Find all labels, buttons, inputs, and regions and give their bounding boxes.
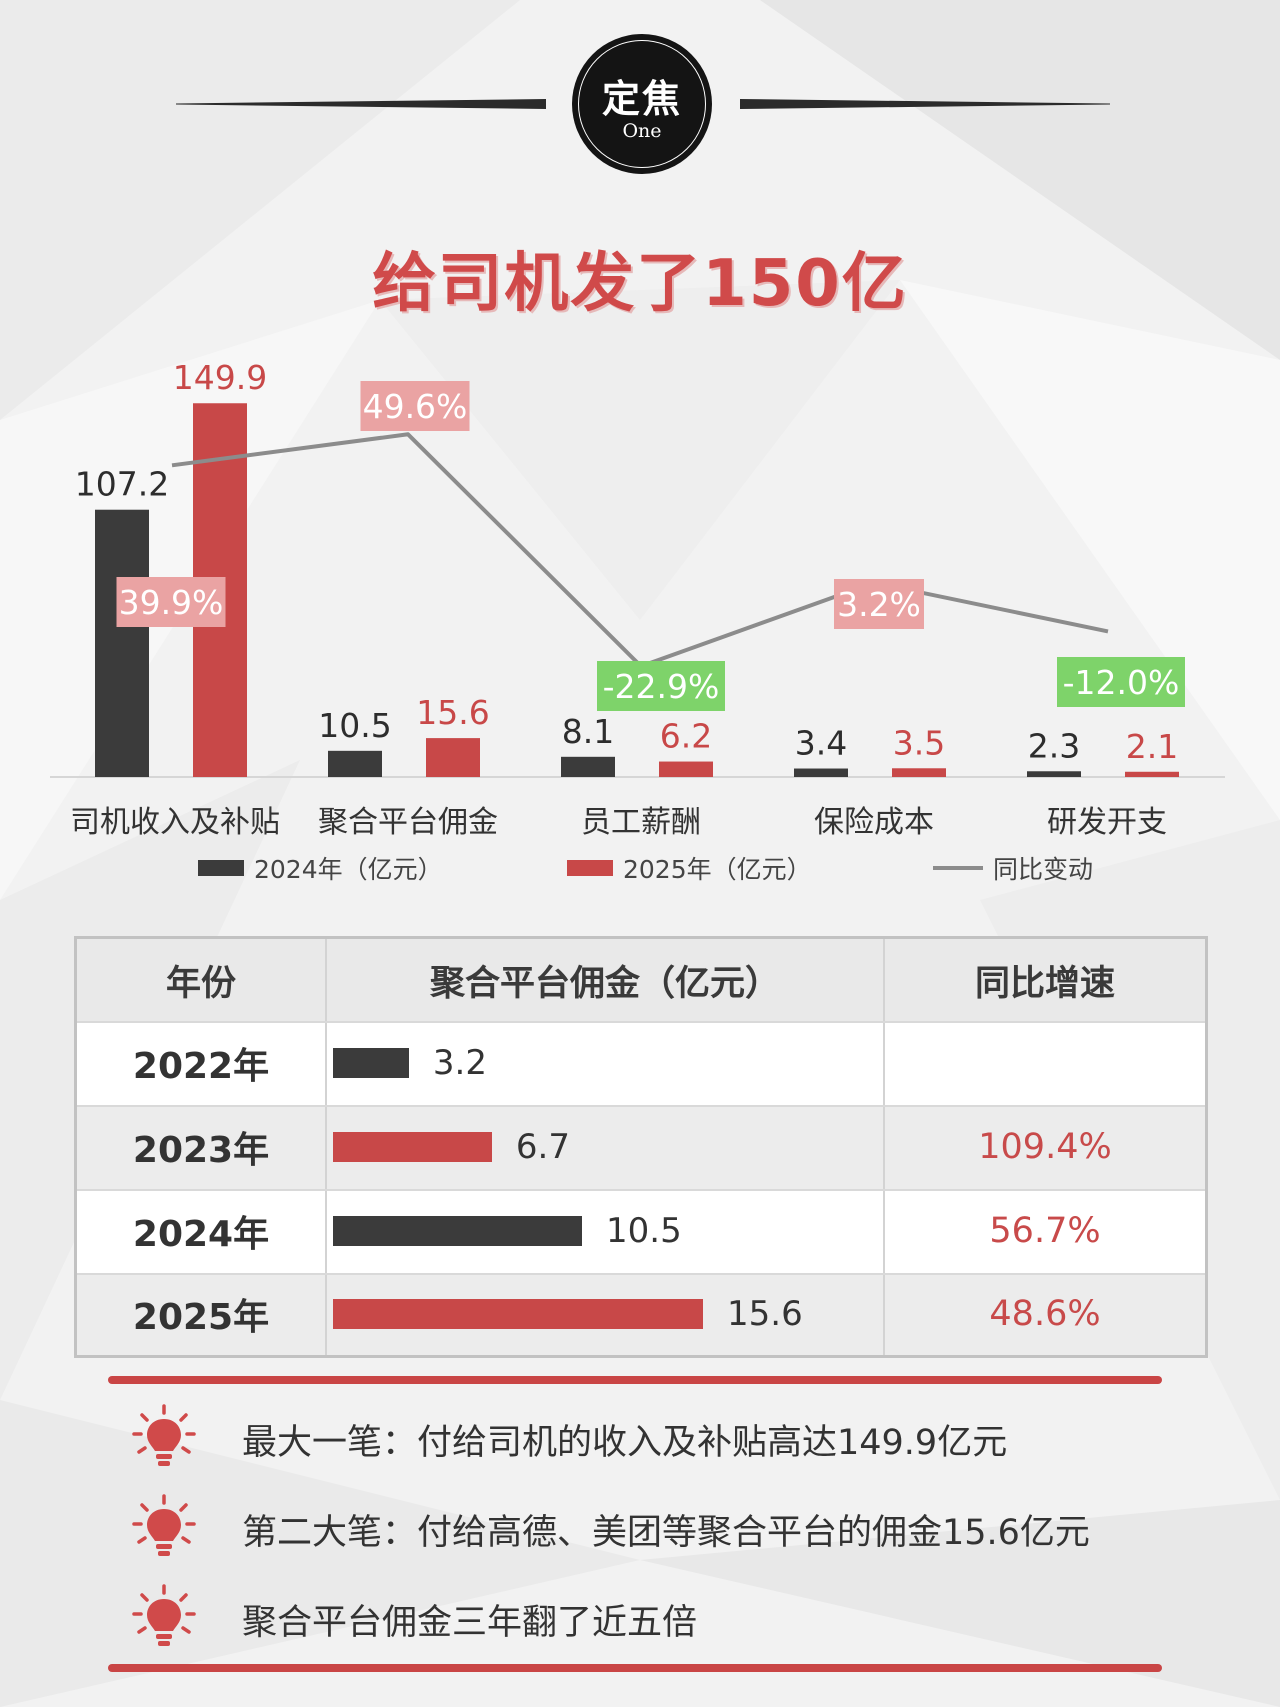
bar-2025	[892, 768, 946, 777]
bar-value-label: 3.5	[893, 723, 945, 762]
table-row-divider	[77, 1021, 1205, 1023]
table-row: 2022年 3.2	[77, 1021, 1205, 1105]
bar-2025	[659, 761, 713, 777]
page-title: 给司机发了150亿	[372, 247, 908, 321]
table-header-row: 年份 聚合平台佣金（亿元） 同比增速	[77, 939, 1205, 1021]
bar-value-label: 107.2	[75, 465, 169, 504]
badge-main-text: 定焦	[601, 77, 682, 121]
bar-value-label: 8.1	[562, 712, 614, 751]
legend-swatch-2024	[198, 860, 244, 876]
bar-2024	[561, 756, 615, 777]
header-growth: 同比增速	[885, 939, 1205, 1021]
yoy-label: -22.9%	[603, 667, 720, 706]
lightbulb-icon	[132, 1494, 196, 1556]
table-row-divider	[77, 1189, 1205, 1191]
expense-chart: 107.2 10.5 8.1 3.4 2.3 149.9 15.6 6.2 3.5 2.1 39.9…	[50, 358, 1225, 884]
table-row: 2025年 15.6 48.6%	[77, 1273, 1205, 1355]
bar-2024	[95, 509, 149, 777]
row-year: 2023年	[132, 1130, 270, 1171]
notes-top-brushstroke	[108, 1376, 1162, 1384]
row-year: 2024年	[132, 1214, 270, 1255]
yoy-label: 49.6%	[363, 387, 468, 426]
note-text: 最大一笔：付给司机的收入及补贴高达149.9亿元	[242, 1423, 1008, 1463]
yoy-label: 3.2%	[837, 585, 921, 624]
bar-2024	[1027, 771, 1081, 777]
row-bar	[333, 1048, 409, 1078]
row-value: 15.6	[727, 1294, 803, 1334]
legend-label-yoy: 同比变动	[993, 855, 1093, 884]
table-row: 2024年 10.5 56.7%	[77, 1189, 1205, 1273]
yoy-label: 39.9%	[119, 583, 224, 622]
row-bar	[333, 1132, 492, 1162]
row-value: 6.7	[515, 1127, 570, 1167]
row-year: 2022年	[132, 1046, 270, 1087]
header-commission-label: 聚合平台佣金（亿元）	[429, 963, 780, 1004]
note-text: 第二大笔：付给高德、美团等聚合平台的佣金15.6亿元	[242, 1513, 1090, 1553]
bar-2025	[426, 738, 480, 777]
row-growth: 109.4%	[978, 1127, 1112, 1167]
notes-bottom-brushstroke	[108, 1664, 1162, 1672]
yoy-label-box	[360, 381, 470, 431]
yoy-label: -12.0%	[1063, 663, 1180, 702]
bar-value-label: 10.5	[318, 706, 391, 745]
table-column-divider	[325, 939, 327, 1355]
row-value: 10.5	[606, 1211, 682, 1251]
legend-label-2025: 2025年（亿元）	[623, 855, 812, 884]
header-growth-label: 同比增速	[974, 963, 1115, 1004]
yoy-label-box	[834, 579, 924, 629]
row-year: 2025年	[132, 1297, 270, 1338]
note-item: 聚合平台佣金三年翻了近五倍	[128, 1582, 1228, 1654]
header-year: 年份	[77, 939, 325, 1021]
legend-swatch-2025	[567, 860, 613, 876]
bar-value-label: 2.3	[1028, 726, 1080, 765]
header-divider-right	[740, 99, 1110, 109]
row-bar	[333, 1216, 583, 1246]
category-tick-label: 员工薪酬	[581, 805, 701, 840]
category-tick-label: 保险成本	[814, 805, 934, 840]
header-year-label: 年份	[165, 963, 236, 1004]
bar-2025	[1125, 771, 1179, 777]
bar-value-label: 149.9	[173, 358, 267, 397]
yoy-label-box	[116, 577, 226, 627]
header-commission: 聚合平台佣金（亿元）	[327, 939, 883, 1021]
row-growth: 56.7%	[989, 1211, 1101, 1251]
brand-badge: 定焦 One	[572, 34, 712, 174]
table-column-divider	[883, 939, 885, 1355]
commission-table: 年份 聚合平台佣金（亿元） 同比增速 2022年 3.2 2023年 6.7 1…	[74, 936, 1208, 1358]
row-growth: 48.6%	[989, 1294, 1101, 1334]
table-row-divider	[77, 1273, 1205, 1275]
bar-2024	[328, 750, 382, 777]
note-text: 聚合平台佣金三年翻了近五倍	[242, 1603, 698, 1643]
header-divider-left	[176, 99, 546, 109]
yoy-line	[171, 432, 1109, 669]
note-item: 第二大笔：付给高德、美团等聚合平台的佣金15.6亿元	[128, 1492, 1228, 1564]
category-tick-label: 研发开支	[1047, 805, 1167, 840]
row-bar	[333, 1299, 703, 1329]
yoy-label-box	[597, 661, 725, 711]
category-tick-label: 聚合平台佣金	[318, 805, 498, 840]
note-item: 最大一笔：付给司机的收入及补贴高达149.9亿元	[128, 1402, 1228, 1474]
badge-sub-text: One	[622, 120, 662, 142]
bar-value-label: 15.6	[416, 693, 489, 732]
bar-2024	[794, 768, 848, 777]
category-tick-label: 司机收入及补贴	[70, 805, 280, 840]
table-row-divider	[77, 1105, 1205, 1107]
yoy-label-box	[1057, 657, 1185, 707]
table-row: 2023年 6.7 109.4%	[77, 1105, 1205, 1189]
bar-value-label: 3.4	[795, 724, 847, 763]
bar-value-label: 6.2	[660, 717, 712, 756]
lightbulb-icon	[132, 1584, 196, 1646]
legend-label-2024: 2024年（亿元）	[254, 855, 443, 884]
lightbulb-icon	[132, 1404, 196, 1466]
row-value: 3.2	[432, 1043, 487, 1083]
bar-value-label: 2.1	[1126, 727, 1178, 766]
